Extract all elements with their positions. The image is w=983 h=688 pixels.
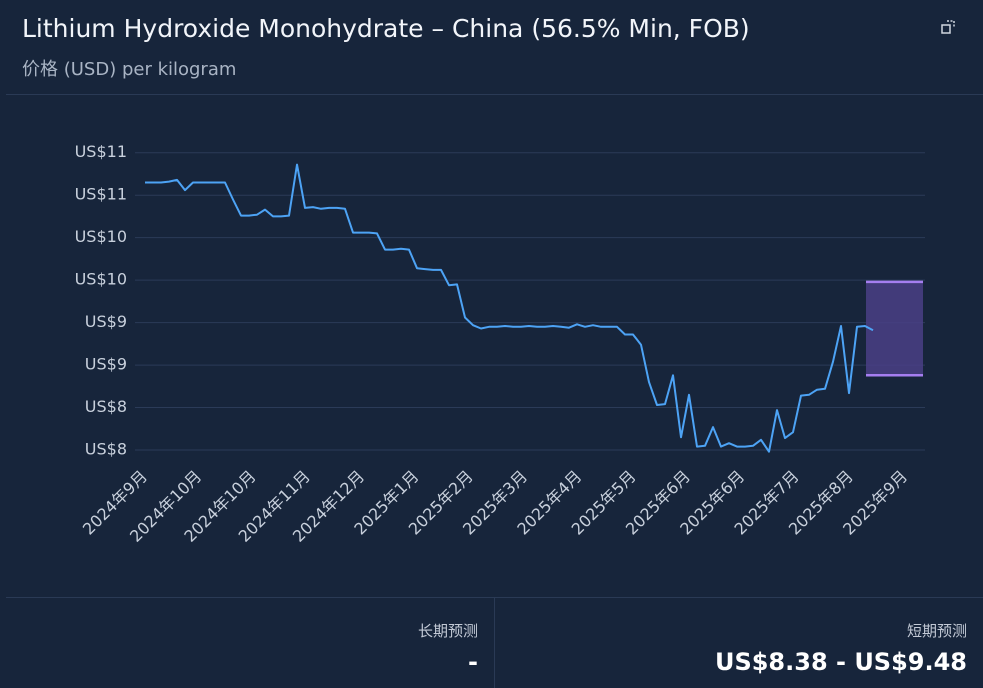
y-tick-label: US$9 [85,355,127,374]
y-tick-label: US$9 [85,312,127,331]
short-term-value: US$8.38 - US$9.48 [714,648,967,676]
short-term-panel: 短期预测 US$8.38 - US$9.48 [495,597,983,688]
y-tick-label: US$8 [85,397,127,416]
long-term-value: - [468,648,478,676]
long-term-label: 长期预测 [417,622,478,640]
y-tick-label: US$11 [75,142,127,161]
y-tick-label: US$11 [75,185,127,204]
chart: US$8US$8US$9US$9US$10US$10US$11US$112024… [75,142,925,546]
chart-subtitle: 价格 (USD) per kilogram [22,59,237,80]
price-line [145,163,874,453]
expand-icon[interactable] [941,20,955,34]
y-tick-label: US$10 [75,270,127,289]
y-tick-label: US$10 [75,227,127,246]
forecast-band [866,281,923,376]
chart-title: Lithium Hydroxide Monohydrate – China (5… [22,14,750,43]
short-term-label: 短期预测 [906,622,967,640]
long-term-panel: 长期预测 - [6,597,495,688]
y-tick-label: US$8 [85,440,127,459]
divider [6,94,983,95]
